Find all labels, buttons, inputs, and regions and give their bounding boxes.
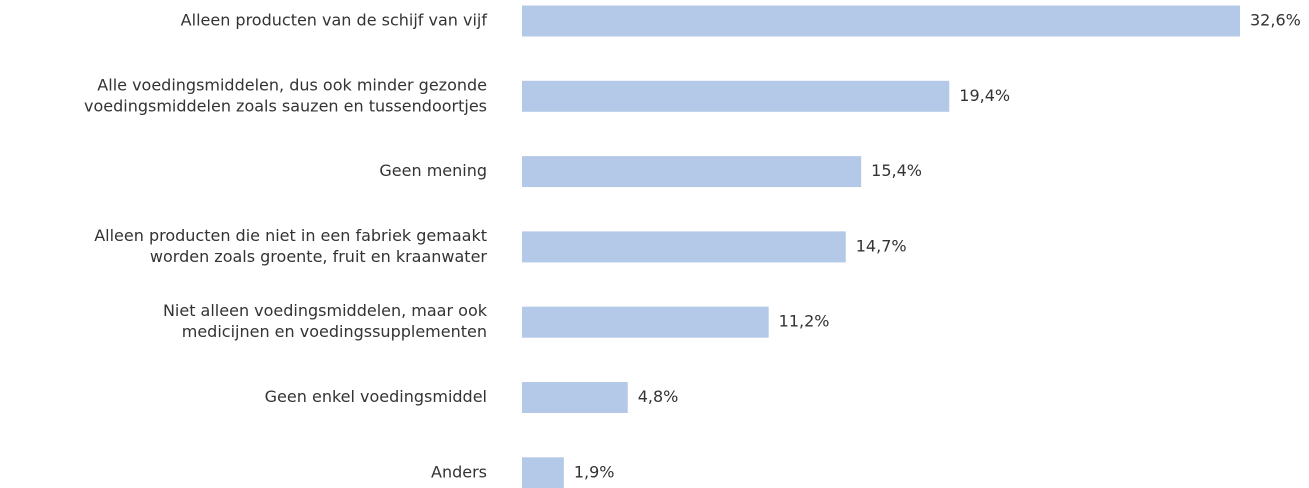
value-label: 32,6%: [1250, 11, 1301, 30]
category-label: Geen mening: [379, 161, 487, 180]
category-label: Niet alleen voedingsmiddelen, maar ook: [163, 301, 488, 320]
bar: [522, 231, 846, 263]
category-label: Alleen producten die niet in een fabriek…: [94, 226, 487, 245]
value-label: 15,4%: [871, 161, 922, 180]
category-label: Geen enkel voedingsmiddel: [265, 387, 487, 406]
category-label: Anders: [431, 462, 487, 481]
category-label: medicijnen en voedingssupplementen: [182, 322, 487, 341]
bar: [522, 80, 950, 112]
category-label: Alleen producten van de schijf van vijf: [181, 11, 488, 30]
bar: [522, 306, 769, 338]
category-label: voedingsmiddelen zoals sauzen en tussend…: [84, 96, 487, 115]
category-label: worden zoals groente, fruit en kraanwate…: [150, 247, 488, 266]
value-label: 4,8%: [638, 387, 679, 406]
value-label: 1,9%: [574, 462, 615, 481]
value-label: 14,7%: [856, 236, 907, 255]
category-label: Alle voedingsmiddelen, dus ook minder ge…: [97, 75, 487, 94]
bar: [522, 382, 628, 413]
bar: [522, 457, 564, 488]
value-label: 19,4%: [959, 86, 1010, 105]
value-label: 11,2%: [779, 312, 830, 331]
bar: [522, 5, 1240, 37]
bar: [522, 156, 862, 188]
